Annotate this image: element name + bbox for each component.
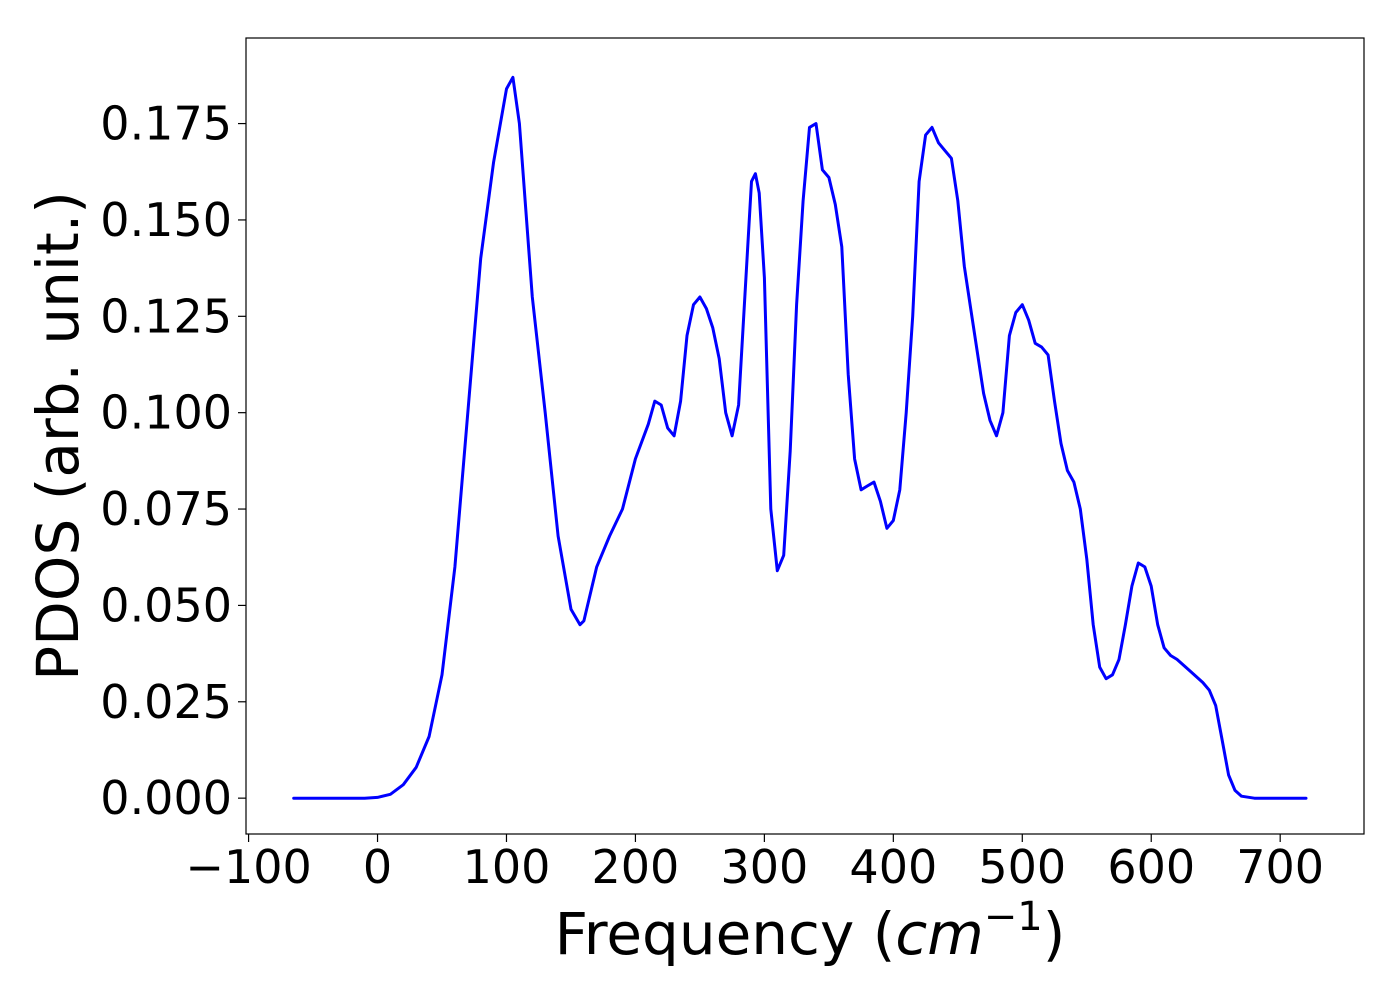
x-tick-label: 600 — [1107, 840, 1195, 894]
x-tick-label: 300 — [720, 840, 808, 894]
plot-frame — [245, 37, 1365, 835]
x-tick-label: 100 — [463, 840, 551, 894]
y-tick-label: 0.150 — [100, 193, 232, 247]
y-axis-label: PDOS (arb. unit.) — [24, 191, 92, 681]
y-tick-label: 0.075 — [100, 482, 232, 536]
y-axis-ticks: 0.000 0.025 0.050 0.075 0.100 0.125 0.150 0.175 — [100, 97, 246, 825]
y-tick-label: 0.125 — [100, 289, 232, 343]
y-tick-label: 0.100 — [100, 386, 232, 440]
x-axis-ticks: −100 0 100 200 300 400 500 600 700 — [185, 834, 1324, 894]
x-tick-label: 400 — [849, 840, 937, 894]
y-tick-label: 0.025 — [100, 675, 232, 729]
x-tick-label: 0 — [363, 840, 392, 894]
x-axis-label-text: Frequency — [555, 900, 855, 968]
x-tick-label: 200 — [592, 840, 680, 894]
pdos-series-line — [292, 75, 1308, 800]
x-tick-label: 500 — [978, 840, 1066, 894]
y-tick-label: 0.000 — [100, 771, 232, 825]
x-tick-label: 700 — [1236, 840, 1324, 894]
x-tick-label: −100 — [185, 840, 311, 894]
x-axis-unit: cm — [895, 900, 983, 968]
x-axis-unit-exponent: −1 — [984, 894, 1043, 940]
x-axis-label: Frequency (cm−1) — [555, 894, 1066, 968]
y-tick-label: 0.050 — [100, 578, 232, 632]
y-tick-label: 0.175 — [100, 97, 232, 151]
